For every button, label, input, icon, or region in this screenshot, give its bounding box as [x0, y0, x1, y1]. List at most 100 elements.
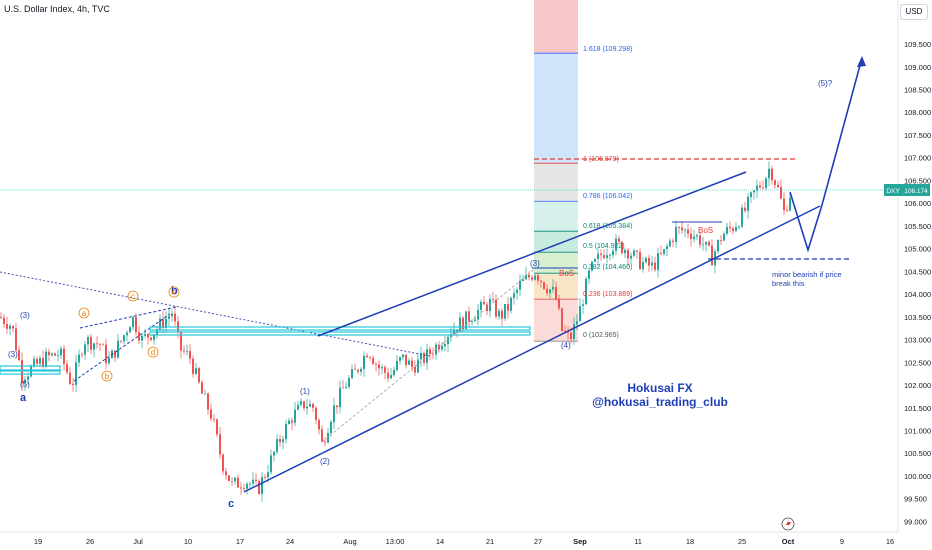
- candle-body: [528, 274, 530, 278]
- price-axis[interactable]: 109.500 109.000 108.500 108.000 107.500 107.0…: [904, 40, 931, 526]
- candle-body: [6, 323, 8, 329]
- candle-body: [645, 257, 647, 263]
- candle-body: [753, 190, 755, 193]
- candle-body: [225, 471, 227, 476]
- candle-body: [150, 337, 152, 340]
- candle-body: [372, 357, 374, 364]
- candle-body: [483, 301, 485, 305]
- candle-body: [294, 409, 296, 423]
- candle-body: [465, 311, 467, 330]
- candle-body: [42, 357, 44, 367]
- candle-body: [144, 334, 146, 336]
- candle-body: [768, 168, 770, 179]
- candle-body: [276, 439, 278, 452]
- candle-body: [81, 354, 83, 356]
- candle-body: [216, 419, 218, 435]
- candle-body: [363, 355, 365, 369]
- candle-body: [726, 226, 728, 234]
- fib-label-0382: 0.382 (104.460): [583, 264, 632, 271]
- time-tick-label: 14: [436, 537, 444, 546]
- candle-body: [33, 359, 35, 367]
- price-tick-label: 108.000: [904, 108, 931, 117]
- candle-body: [609, 255, 611, 256]
- candle-body: [117, 340, 119, 358]
- candle-body: [246, 483, 248, 489]
- candle-body: [90, 336, 92, 350]
- candle-body: [561, 308, 563, 331]
- candle-body: [324, 441, 326, 443]
- candle-body: [651, 262, 653, 266]
- candle-body: [72, 383, 74, 385]
- candle-body: [411, 360, 413, 367]
- candle-body: [414, 366, 416, 373]
- candle-body: [585, 278, 587, 305]
- candle-body: [339, 387, 341, 408]
- price-tick-label: 105.000: [904, 245, 931, 254]
- candle-body: [108, 358, 110, 364]
- candle-body: [744, 207, 746, 211]
- candle-body: [681, 227, 683, 231]
- candle-body: [630, 255, 632, 259]
- candle-body: [48, 351, 50, 356]
- candle-body: [240, 487, 242, 489]
- candle-body: [210, 409, 212, 419]
- candle-body: [69, 372, 71, 384]
- candle-body: [285, 423, 287, 440]
- wave-label-c: c: [228, 498, 234, 510]
- candle-body: [168, 316, 170, 319]
- candle-body: [183, 350, 185, 352]
- candle-body: [123, 335, 125, 342]
- candle-body: [264, 476, 266, 478]
- time-tick-label: 21: [486, 537, 494, 546]
- time-tick-label: 9: [840, 537, 844, 546]
- candle-body: [480, 301, 482, 310]
- candle-body: [297, 404, 299, 410]
- lightning-icon[interactable]: [781, 517, 795, 531]
- currency-button[interactable]: USD: [900, 4, 928, 20]
- price-tick-label: 106.000: [904, 199, 931, 208]
- candle-body: [60, 348, 62, 356]
- candle-body: [255, 479, 257, 482]
- candle-body: [66, 363, 68, 373]
- candle-body: [522, 279, 524, 282]
- candle-body: [219, 434, 221, 455]
- time-tick-label: Sep: [573, 537, 587, 546]
- candle-body: [555, 286, 557, 300]
- candle-body: [96, 343, 98, 345]
- price-tick-label: 99.500: [904, 495, 927, 504]
- candle-body: [222, 454, 224, 472]
- candle-body: [231, 480, 233, 482]
- candle-body: [468, 311, 470, 322]
- candle-body: [291, 420, 293, 423]
- candle-body: [591, 261, 593, 271]
- time-axis[interactable]: 19 26 Jul 10 17 24 Aug 13:00 14 21 27 Sep 11 18 25 Oct 9…: [34, 537, 894, 546]
- time-tick-label: Aug: [343, 537, 356, 546]
- chart-title: U.S. Dollar Index, 4h, TVC: [4, 4, 110, 14]
- candle-body: [507, 303, 509, 311]
- candle-body: [732, 228, 734, 231]
- candle-body: [189, 351, 191, 359]
- candle-body: [627, 249, 629, 259]
- candle-body: [165, 318, 167, 328]
- candle-body: [543, 282, 545, 289]
- candle-body: [138, 332, 140, 341]
- time-tick-label: 16: [886, 537, 894, 546]
- candle-body: [114, 350, 116, 358]
- candle-body: [573, 324, 575, 340]
- price-tick-label: 107.500: [904, 131, 931, 140]
- candle-body: [537, 275, 539, 281]
- candle-body: [195, 368, 197, 374]
- candle-body: [345, 386, 347, 389]
- candle-body: [333, 405, 335, 423]
- price-tick-label: 103.500: [904, 313, 931, 322]
- candle-body: [720, 240, 722, 241]
- candle-body: [321, 429, 323, 442]
- candle-body: [774, 180, 776, 185]
- time-tick-label: 17: [236, 537, 244, 546]
- wave-label-5-projected: (5)?: [818, 79, 833, 88]
- candle-body: [342, 387, 344, 389]
- candle-body: [675, 227, 677, 242]
- candle-body: [540, 280, 542, 283]
- candle-body: [141, 335, 143, 341]
